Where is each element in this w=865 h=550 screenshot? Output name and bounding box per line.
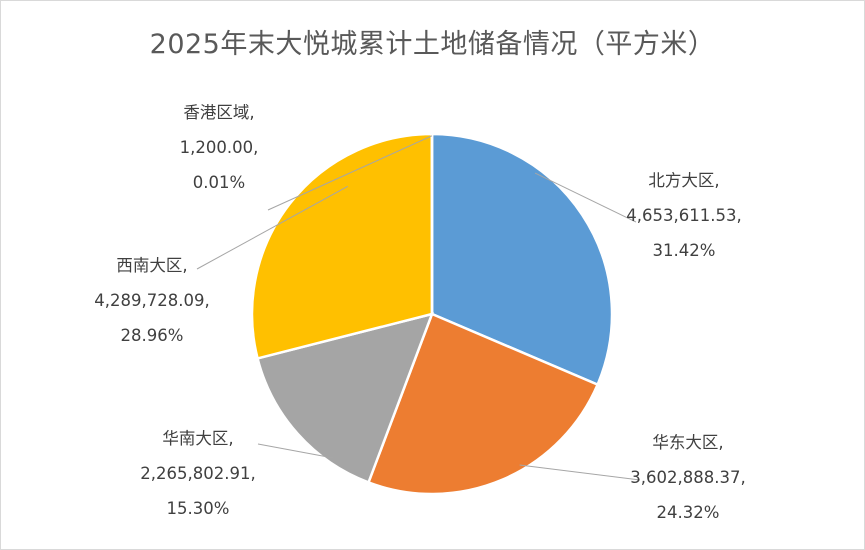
data-label-north: 北方大区, 4,653,611.53, 31.42% xyxy=(626,171,741,260)
pie-slice-east xyxy=(366,312,600,496)
pie-slice-south xyxy=(256,312,435,485)
leader-line-southwest xyxy=(196,185,349,270)
data-label-hongkong: 香港区域, 1,200.00, 0.01% xyxy=(180,103,259,192)
data-label-southwest: 西南大区, 4,289,728.09, 28.96% xyxy=(94,256,209,345)
leader-line-south xyxy=(257,443,334,459)
leader-line-hongkong xyxy=(267,135,433,211)
pie-slice-north xyxy=(430,132,614,387)
leader-line-east xyxy=(519,464,641,481)
data-label-south: 华南大区, 2,265,802.91, 15.30% xyxy=(140,429,255,518)
leader-line-north xyxy=(534,172,637,223)
pie-slice-southwest xyxy=(250,132,434,360)
data-label-east: 华东大区, 3,602,888.37, 24.32% xyxy=(630,433,745,522)
chart-title: 2025年末大悦城累计土地储备情况（平方米） xyxy=(149,29,716,60)
